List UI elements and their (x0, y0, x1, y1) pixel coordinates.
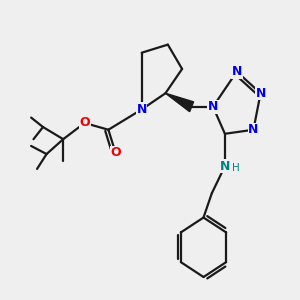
Text: H: H (232, 163, 239, 172)
Text: N: N (255, 87, 266, 100)
Text: N: N (136, 103, 147, 116)
Text: N: N (232, 65, 242, 78)
Text: O: O (110, 146, 121, 159)
Text: N: N (220, 160, 230, 173)
Polygon shape (166, 93, 194, 112)
Text: N: N (208, 100, 218, 113)
Text: N: N (248, 123, 259, 136)
Text: O: O (79, 116, 90, 130)
